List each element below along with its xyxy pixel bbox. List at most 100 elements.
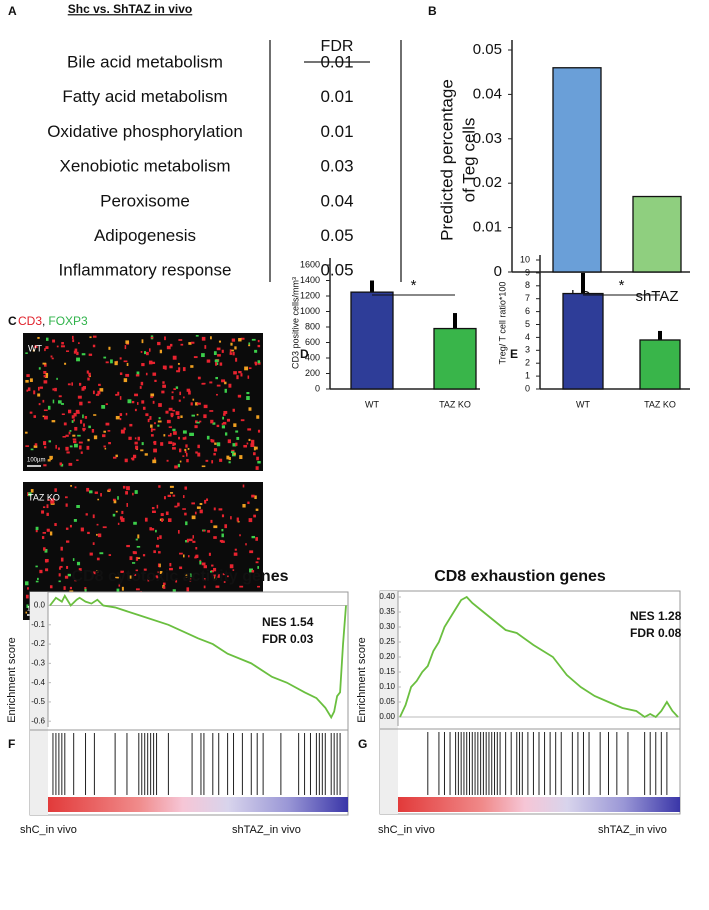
cell-dot bbox=[177, 502, 180, 507]
cell-dot bbox=[236, 517, 239, 522]
y-tick-label: -0.6 bbox=[31, 716, 45, 725]
cell-dot bbox=[81, 353, 86, 356]
cell-dot bbox=[145, 372, 148, 376]
cell-dot bbox=[42, 415, 45, 418]
cell-dot bbox=[248, 407, 252, 411]
cell-dot bbox=[242, 504, 246, 508]
cell-dot bbox=[148, 348, 151, 352]
fdr-value: 0.01 bbox=[320, 122, 353, 141]
cell-dot bbox=[235, 442, 238, 446]
cell-dot bbox=[73, 350, 77, 354]
cell-dot bbox=[69, 586, 73, 590]
cell-dot bbox=[43, 415, 48, 420]
cell-dot bbox=[192, 540, 196, 543]
y-tick-label: 8 bbox=[525, 280, 530, 290]
y-tick-label: 0.25 bbox=[379, 637, 395, 646]
cell-dot bbox=[82, 429, 85, 432]
cell-dot bbox=[246, 396, 250, 400]
cell-dot bbox=[55, 444, 57, 449]
cell-dot bbox=[59, 565, 63, 568]
cell-dot bbox=[172, 442, 175, 447]
cell-dot bbox=[242, 484, 245, 488]
cell-dot bbox=[211, 564, 214, 567]
cell-dot bbox=[39, 386, 43, 389]
cell-dot bbox=[79, 419, 83, 424]
cell-dot bbox=[195, 451, 198, 454]
cell-dot bbox=[92, 390, 95, 395]
cell-dot bbox=[92, 344, 96, 348]
cell-dot bbox=[229, 564, 234, 569]
cell-dot bbox=[248, 344, 251, 347]
cell-dot bbox=[213, 507, 216, 511]
cell-dot bbox=[185, 540, 189, 543]
cell-dot bbox=[184, 450, 187, 454]
cell-dot bbox=[44, 549, 48, 553]
y-tick-label: 0 bbox=[525, 383, 530, 393]
cell-dot bbox=[25, 594, 29, 599]
panel-label: C bbox=[8, 314, 17, 328]
cell-dot bbox=[230, 451, 235, 454]
cell-dot bbox=[248, 518, 253, 523]
cell-dot bbox=[83, 423, 85, 427]
cell-dot bbox=[119, 396, 122, 400]
cell-dot bbox=[44, 348, 46, 352]
cell-dot bbox=[168, 426, 172, 428]
cell-dot bbox=[172, 355, 177, 360]
cell-dot bbox=[33, 415, 37, 418]
cell-dot bbox=[86, 487, 90, 492]
cell-dot bbox=[257, 360, 261, 364]
cell-dot bbox=[88, 425, 91, 429]
cell-dot bbox=[108, 488, 111, 491]
cell-dot bbox=[246, 392, 250, 395]
cell-dot bbox=[27, 387, 31, 391]
cell-dot bbox=[136, 402, 139, 405]
cell-dot bbox=[132, 454, 137, 459]
pathway-name: Bile acid metabolism bbox=[67, 52, 223, 71]
cell-dot bbox=[218, 340, 222, 343]
cell-dot bbox=[52, 388, 55, 391]
cell-dot bbox=[33, 445, 38, 448]
cell-dot bbox=[84, 588, 87, 593]
cell-dot bbox=[179, 448, 182, 453]
cell-dot bbox=[163, 586, 166, 589]
cell-dot bbox=[158, 485, 161, 488]
cell-dot bbox=[77, 434, 81, 437]
cell-dot bbox=[145, 413, 149, 417]
cell-dot bbox=[92, 542, 95, 545]
cell-dot bbox=[113, 500, 117, 504]
cell-dot bbox=[50, 502, 55, 505]
x-tick-label: WT bbox=[576, 399, 590, 409]
cell-dot bbox=[117, 496, 119, 500]
cell-dot bbox=[134, 490, 138, 494]
y-tick-label: -0.3 bbox=[31, 658, 45, 667]
y-tick-label: 0.35 bbox=[379, 607, 395, 616]
cell-dot bbox=[233, 452, 236, 456]
cell-dot bbox=[184, 486, 187, 490]
cell-dot bbox=[203, 404, 208, 409]
cell-dot bbox=[215, 585, 220, 588]
cell-dot bbox=[72, 438, 77, 441]
y-tick-label: 9 bbox=[525, 267, 530, 277]
cell-dot bbox=[78, 382, 82, 386]
cell-dot bbox=[257, 566, 259, 569]
cell-dot bbox=[25, 611, 28, 614]
cell-dot bbox=[189, 578, 192, 582]
cell-dot bbox=[193, 356, 198, 359]
cell-dot bbox=[135, 445, 139, 450]
cell-dot bbox=[237, 520, 240, 523]
cell-dot bbox=[150, 428, 153, 432]
cell-dot bbox=[141, 442, 144, 446]
cell-dot bbox=[201, 465, 206, 468]
cell-dot bbox=[87, 377, 90, 381]
cell-dot bbox=[108, 554, 112, 556]
cell-dot bbox=[46, 528, 50, 532]
cell-dot bbox=[135, 374, 140, 377]
stat-annotation: NES 1.54 bbox=[262, 615, 314, 629]
cell-dot bbox=[86, 370, 89, 374]
cell-dot bbox=[155, 529, 157, 533]
cell-dot bbox=[58, 573, 61, 577]
cell-dot bbox=[206, 359, 211, 363]
cell-dot bbox=[78, 342, 80, 344]
cell-dot bbox=[67, 383, 71, 386]
cell-dot bbox=[137, 557, 141, 559]
